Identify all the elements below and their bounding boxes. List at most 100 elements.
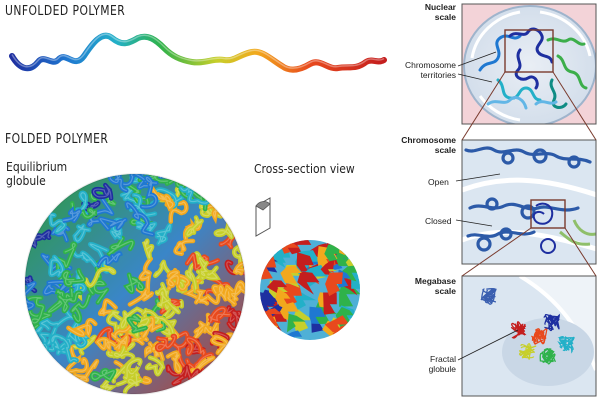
globule-fiber-highlight bbox=[139, 174, 170, 185]
globule-fiber-highlight bbox=[62, 209, 81, 222]
globule-fiber-highlight bbox=[93, 184, 112, 200]
globule-fiber-highlight bbox=[27, 296, 44, 324]
globule-fiber-highlight bbox=[143, 240, 153, 259]
cross-section-patch bbox=[260, 240, 273, 258]
nuclear-scale-title: Nuclear scale bbox=[424, 2, 456, 22]
cross-section-patch bbox=[297, 271, 320, 295]
globule-fiber bbox=[69, 358, 100, 386]
globule-fiber-highlight bbox=[91, 369, 115, 381]
globule-fiber bbox=[112, 344, 136, 380]
globule-fiber bbox=[106, 235, 136, 257]
megabase-panel-border bbox=[461, 275, 597, 397]
globule-fiber-highlight bbox=[58, 292, 82, 312]
globule-fiber bbox=[122, 371, 143, 394]
globule-fiber bbox=[194, 288, 210, 306]
globule-fiber-highlight bbox=[49, 256, 63, 276]
globule-fiber-highlight bbox=[198, 257, 208, 277]
globule-fiber bbox=[137, 174, 171, 187]
cross-section-patch bbox=[324, 315, 350, 333]
cross-section-patch bbox=[296, 252, 314, 272]
globule-fiber-highlight bbox=[195, 290, 208, 304]
globule-fiber-highlight bbox=[25, 276, 36, 292]
cross-section-patch bbox=[339, 285, 360, 307]
globule-fiber-highlight bbox=[108, 237, 134, 255]
globule-fiber bbox=[173, 238, 196, 257]
globule-fiber-highlight bbox=[121, 187, 137, 211]
globule-fiber-highlight bbox=[121, 174, 145, 186]
cross-section-patch bbox=[350, 322, 360, 340]
cross-section-patch bbox=[324, 243, 340, 262]
fractal-globule-fiber bbox=[539, 350, 555, 364]
cross-section-patch bbox=[285, 240, 312, 255]
cross-section-patch bbox=[260, 291, 276, 314]
globule-fiber bbox=[189, 355, 216, 382]
globule-fiber bbox=[57, 290, 83, 314]
globule-fiber-highlight bbox=[148, 182, 174, 210]
globule-fiber bbox=[94, 336, 123, 355]
cross-section-patch bbox=[340, 265, 360, 282]
globule-fiber bbox=[42, 207, 67, 234]
globule-fiber bbox=[122, 357, 143, 381]
megabase-scale-panel bbox=[462, 276, 596, 396]
globule-fiber bbox=[153, 259, 185, 289]
fractal-globule-fiber bbox=[482, 288, 498, 304]
globule-fiber-highlight bbox=[215, 219, 233, 238]
globule-fiber bbox=[25, 281, 37, 311]
globule-fiber-highlight bbox=[191, 357, 214, 381]
globule-fiber-highlight bbox=[234, 262, 245, 274]
globule-fiber bbox=[25, 275, 38, 294]
globule-fiber-highlight bbox=[125, 274, 144, 293]
globule-fiber bbox=[89, 368, 117, 383]
globule-fiber-highlight bbox=[173, 332, 189, 368]
globule-fiber bbox=[127, 287, 155, 307]
cross-section-patch bbox=[280, 265, 302, 284]
globule-fiber-highlight bbox=[137, 258, 152, 295]
globule-fiber bbox=[126, 313, 148, 334]
globule-fiber-highlight bbox=[158, 291, 180, 313]
globule-fiber bbox=[91, 182, 114, 201]
globule-fiber bbox=[229, 280, 245, 307]
equilibrium-globule-label: Equilibrium globule bbox=[6, 160, 68, 188]
globule-fiber-highlight bbox=[230, 281, 245, 306]
fractal-globule-fiber bbox=[541, 348, 552, 364]
globule-fiber bbox=[61, 267, 86, 287]
globule-fiber bbox=[97, 298, 118, 317]
globule-fiber bbox=[184, 215, 204, 238]
cross-section-patch bbox=[347, 320, 360, 340]
folded-polymer-heading: FOLDED POLYMER bbox=[5, 132, 109, 147]
globule-fiber-highlight bbox=[120, 308, 146, 328]
globule-fiber bbox=[205, 284, 230, 305]
fractal-globule-fiber bbox=[547, 316, 560, 330]
globule-fiber-highlight bbox=[209, 307, 231, 323]
cross-section-icon bbox=[255, 197, 271, 237]
globule-fiber bbox=[154, 222, 173, 246]
globule-fiber-highlight bbox=[186, 216, 203, 236]
cross-section-patch bbox=[262, 241, 280, 259]
unfolded-polymer-strand bbox=[9, 32, 387, 73]
cross-section-patch bbox=[266, 280, 288, 297]
globule-fiber bbox=[70, 245, 99, 268]
globule-fiber-highlight bbox=[174, 240, 194, 255]
globule-fiber bbox=[98, 216, 128, 232]
globule-fiber bbox=[62, 205, 82, 224]
globule-fiber bbox=[69, 293, 92, 324]
globule-fiber-highlight bbox=[124, 373, 142, 393]
fractal-globule-fiber bbox=[533, 333, 545, 345]
fractal-globule-fiber bbox=[527, 345, 533, 352]
globule-fiber bbox=[26, 295, 46, 326]
cross-section-patch bbox=[275, 288, 291, 311]
globule-fiber bbox=[208, 306, 232, 324]
globule-fiber-highlight bbox=[85, 267, 115, 287]
globule-fiber bbox=[72, 269, 87, 294]
globule-fiber bbox=[147, 180, 176, 212]
fractal-globule-fiber bbox=[510, 323, 526, 336]
chromosome-panel-border bbox=[461, 139, 597, 265]
globule-fiber-highlight bbox=[98, 252, 121, 267]
globule-fiber bbox=[232, 260, 245, 276]
fractal-globule-fiber bbox=[520, 345, 537, 357]
globule-fiber-highlight bbox=[43, 209, 66, 233]
globule-fiber-highlight bbox=[212, 336, 229, 354]
globule-fiber-highlight bbox=[74, 225, 90, 242]
globule-fiber-highlight bbox=[146, 357, 164, 375]
